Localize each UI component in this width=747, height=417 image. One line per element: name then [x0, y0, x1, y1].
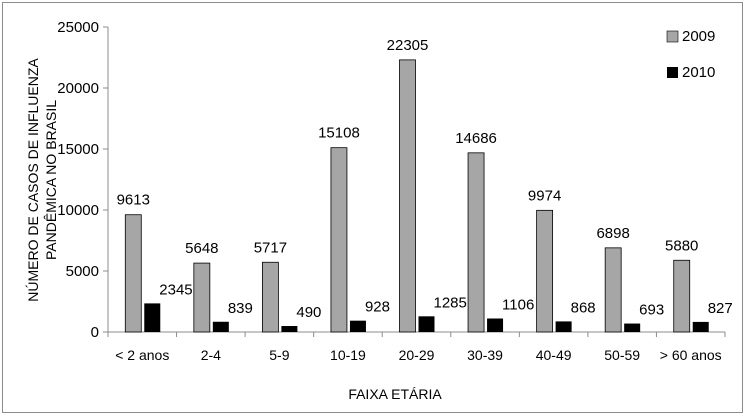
y-tick-label: 15000: [57, 141, 99, 158]
legend-swatch-2010: [667, 67, 678, 78]
legend-label-2009: 2009: [682, 28, 715, 45]
data-label-2010: 693: [639, 302, 664, 319]
bar-2009: [604, 247, 622, 333]
x-tick-label: 2-4: [201, 347, 221, 363]
y-tick-label: 5000: [66, 263, 99, 280]
data-labels: 9613 2345 5648 839 5717 490 15108 928 22305 1285 1…: [117, 37, 733, 321]
data-label-2009: 5880: [665, 237, 698, 254]
y-tick-label: 0: [91, 324, 99, 341]
x-axis-title: FAIXA ETÁRIA: [348, 386, 442, 402]
data-label-2009: 22305: [387, 37, 429, 54]
x-tick-label: 10-19: [330, 347, 366, 363]
data-label-2010: 490: [296, 304, 321, 321]
x-tick-label: 20-29: [399, 347, 435, 363]
data-label-2009: 5717: [254, 239, 287, 256]
bar-2009: [399, 59, 416, 333]
y-axis: 0 5000 10000 15000 20000 25000: [57, 19, 109, 341]
bar-2010: [281, 326, 298, 332]
data-label-2009: 14686: [455, 130, 497, 147]
y-tick-label: 25000: [57, 19, 99, 36]
x-tick-label: > 60 anos: [660, 347, 722, 363]
data-label-2010: 2345: [159, 281, 192, 298]
x-tick-label: 40-49: [536, 347, 572, 363]
legend-label-2010: 2010: [682, 64, 715, 81]
legend: 2009 2010: [666, 28, 715, 81]
bar-2009: [261, 261, 279, 333]
data-label-2009: 15108: [318, 125, 360, 142]
bar-2009: [467, 152, 485, 333]
bar-2010: [624, 323, 641, 332]
x-tick-label: 5-9: [269, 347, 289, 363]
data-label-2009: 9613: [117, 192, 150, 209]
legend-swatch-2009: [666, 30, 679, 43]
y-axis-title-line: NÚMERO DE CASOS DE INFLUENZA: [25, 58, 41, 302]
data-label-2010: 1285: [434, 294, 467, 311]
bar-2010: [418, 316, 435, 332]
x-tick-label: < 2 anos: [115, 347, 169, 363]
data-label-2010: 839: [228, 300, 253, 317]
bar-2010: [212, 321, 229, 332]
y-axis-title: NÚMERO DE CASOS DE INFLUENZA PANDÊMICA NO…: [25, 58, 59, 302]
data-label-2010: 868: [571, 299, 596, 316]
bar-2009: [124, 214, 142, 333]
x-axis: < 2 anos 2-4 5-9 10-19 20-29 30-39 40-49 50-59 >…: [107, 331, 726, 363]
x-tick-label: 30-39: [467, 347, 503, 363]
data-label-2010: 827: [708, 300, 733, 317]
bar-2010: [487, 318, 504, 332]
y-axis-title-line: PANDÊMICA NO BRASIL: [43, 100, 59, 260]
data-label-2009: 6898: [596, 225, 629, 242]
x-tick-label: 50-59: [604, 347, 640, 363]
chart-frame: [2, 2, 743, 413]
bars: [124, 59, 709, 333]
bar-2009: [193, 262, 211, 333]
bar-2009: [673, 259, 691, 333]
bar-2009: [536, 209, 554, 333]
data-label-2009: 5648: [185, 240, 218, 257]
bar-2010: [349, 320, 366, 332]
bar-2010: [555, 321, 572, 332]
data-label-2010: 928: [365, 299, 390, 316]
data-label-2010: 1106: [502, 297, 534, 314]
data-label-2009: 9974: [528, 187, 561, 204]
bar-2010: [144, 303, 161, 332]
y-tick-label: 10000: [57, 202, 99, 219]
y-tick-label: 20000: [57, 80, 99, 97]
bar-2010: [692, 321, 709, 332]
bar-2009: [330, 147, 348, 333]
